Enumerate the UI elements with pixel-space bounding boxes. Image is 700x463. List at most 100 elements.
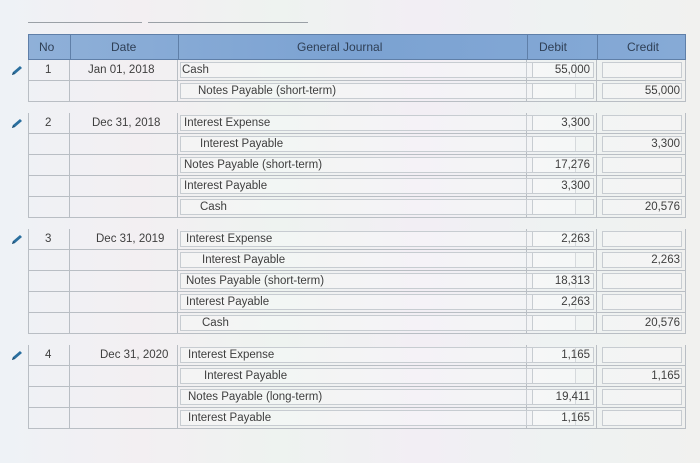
pencil-icon[interactable] bbox=[10, 117, 24, 129]
header-date: Date bbox=[111, 40, 137, 54]
debit-field[interactable] bbox=[532, 231, 594, 247]
debit-amount[interactable]: 17,276 bbox=[554, 159, 590, 171]
credit-amount[interactable]: 2,263 bbox=[651, 254, 680, 266]
account-title[interactable]: Interest Payable bbox=[204, 370, 288, 382]
credit-amount[interactable]: 1,165 bbox=[651, 370, 680, 382]
debit-amount[interactable]: 2,263 bbox=[561, 296, 590, 308]
credit-field[interactable] bbox=[602, 410, 682, 426]
account-title[interactable]: Interest Expense bbox=[184, 117, 271, 129]
credit-field[interactable] bbox=[602, 115, 682, 131]
credit-amount[interactable]: 20,576 bbox=[644, 317, 680, 329]
debit-amount[interactable]: 3,300 bbox=[561, 180, 590, 192]
credit-field[interactable] bbox=[602, 136, 682, 152]
debit-field[interactable] bbox=[532, 368, 594, 384]
account-title[interactable]: Notes Payable (short-term) bbox=[184, 159, 323, 171]
account-title[interactable]: Interest Payable bbox=[200, 138, 284, 150]
debit-amount[interactable]: 55,000 bbox=[554, 64, 590, 76]
debit-field[interactable] bbox=[532, 294, 594, 310]
credit-field[interactable] bbox=[602, 83, 682, 99]
debit-amount[interactable]: 19,411 bbox=[555, 391, 590, 403]
account-field[interactable] bbox=[180, 62, 576, 78]
account-field[interactable] bbox=[180, 389, 576, 405]
account-field[interactable] bbox=[180, 252, 576, 268]
credit-field[interactable] bbox=[602, 273, 682, 289]
account-title[interactable]: Cash bbox=[200, 201, 227, 213]
debit-field[interactable] bbox=[532, 199, 594, 215]
account-field[interactable] bbox=[180, 136, 576, 152]
account-title[interactable]: Interest Expense bbox=[186, 233, 273, 245]
credit-field[interactable] bbox=[602, 62, 682, 78]
account-field[interactable] bbox=[180, 347, 576, 363]
journal-row: Cash 20,576 bbox=[0, 313, 700, 334]
entry-date[interactable]: Dec 31, 2019 bbox=[96, 233, 165, 245]
debit-field[interactable] bbox=[532, 410, 594, 426]
account-field[interactable] bbox=[180, 115, 576, 131]
table-header: No Date General Journal Debit Credit bbox=[28, 34, 686, 60]
credit-field[interactable] bbox=[602, 389, 682, 405]
account-title[interactable]: Interest Payable bbox=[184, 180, 268, 192]
account-field[interactable] bbox=[180, 199, 576, 215]
account-title[interactable]: Interest Payable bbox=[202, 254, 286, 266]
debit-amount[interactable]: 1,165 bbox=[561, 349, 590, 361]
account-field[interactable] bbox=[180, 368, 576, 384]
debit-field[interactable] bbox=[532, 157, 594, 173]
credit-field[interactable] bbox=[602, 231, 682, 247]
journal-row: Notes Payable (short-term) 18,313 bbox=[0, 271, 700, 292]
account-field[interactable] bbox=[180, 83, 576, 99]
account-title[interactable]: Notes Payable (long-term) bbox=[188, 391, 323, 403]
entry-date[interactable]: Dec 31, 2020 bbox=[100, 349, 169, 361]
account-field[interactable] bbox=[180, 294, 576, 310]
account-field[interactable] bbox=[180, 410, 576, 426]
journal-row: Notes Payable (long-term) 19,411 bbox=[0, 387, 700, 408]
account-title[interactable]: Cash bbox=[202, 317, 229, 329]
account-title[interactable]: Cash bbox=[182, 64, 209, 76]
account-field[interactable] bbox=[180, 231, 576, 247]
tab-underline-1 bbox=[28, 22, 142, 23]
debit-amount[interactable]: 3,300 bbox=[561, 117, 590, 129]
debit-field[interactable] bbox=[532, 347, 594, 363]
account-field[interactable] bbox=[180, 157, 576, 173]
debit-field[interactable] bbox=[532, 273, 594, 289]
tab-underline-2 bbox=[148, 22, 308, 23]
entry-date[interactable]: Jan 01, 2018 bbox=[88, 64, 155, 76]
credit-field[interactable] bbox=[602, 199, 682, 215]
entry-date[interactable]: Dec 31, 2018 bbox=[92, 117, 161, 129]
credit-amount[interactable]: 20,576 bbox=[644, 201, 680, 213]
pencil-icon[interactable] bbox=[10, 64, 24, 76]
pencil-icon[interactable] bbox=[10, 349, 24, 361]
account-title[interactable]: Interest Expense bbox=[188, 349, 275, 361]
account-field[interactable] bbox=[180, 178, 576, 194]
debit-field[interactable] bbox=[532, 389, 594, 405]
journal-row: 4 Dec 31, 2020 Interest Expense 1,165 bbox=[0, 345, 700, 366]
debit-amount[interactable]: 18,313 bbox=[554, 275, 590, 287]
debit-amount[interactable]: 1,165 bbox=[561, 412, 590, 424]
debit-field[interactable] bbox=[532, 315, 594, 331]
credit-field[interactable] bbox=[602, 294, 682, 310]
entry-number: 2 bbox=[45, 117, 52, 129]
debit-field[interactable] bbox=[532, 252, 594, 268]
account-title[interactable]: Notes Payable (short-term) bbox=[186, 275, 325, 287]
header-credit: Credit bbox=[627, 40, 660, 54]
debit-amount[interactable]: 2,263 bbox=[561, 233, 590, 245]
debit-field[interactable] bbox=[532, 83, 594, 99]
credit-amount[interactable]: 55,000 bbox=[644, 85, 680, 97]
account-title[interactable]: Notes Payable (short-term) bbox=[198, 85, 337, 97]
debit-field[interactable] bbox=[532, 178, 594, 194]
account-field[interactable] bbox=[180, 273, 576, 289]
credit-field[interactable] bbox=[602, 315, 682, 331]
journal-row: Interest Payable 1,165 bbox=[0, 408, 700, 429]
debit-field[interactable] bbox=[532, 62, 594, 78]
account-field[interactable] bbox=[180, 315, 576, 331]
account-title[interactable]: Interest Payable bbox=[188, 412, 272, 424]
account-title[interactable]: Interest Payable bbox=[186, 296, 270, 308]
debit-field[interactable] bbox=[532, 136, 594, 152]
credit-field[interactable] bbox=[602, 347, 682, 363]
pencil-icon[interactable] bbox=[10, 233, 24, 245]
credit-field[interactable] bbox=[602, 368, 682, 384]
entry-number: 3 bbox=[45, 233, 52, 245]
debit-field[interactable] bbox=[532, 115, 594, 131]
credit-field[interactable] bbox=[602, 157, 682, 173]
credit-amount[interactable]: 3,300 bbox=[651, 138, 680, 150]
credit-field[interactable] bbox=[602, 252, 682, 268]
credit-field[interactable] bbox=[602, 178, 682, 194]
